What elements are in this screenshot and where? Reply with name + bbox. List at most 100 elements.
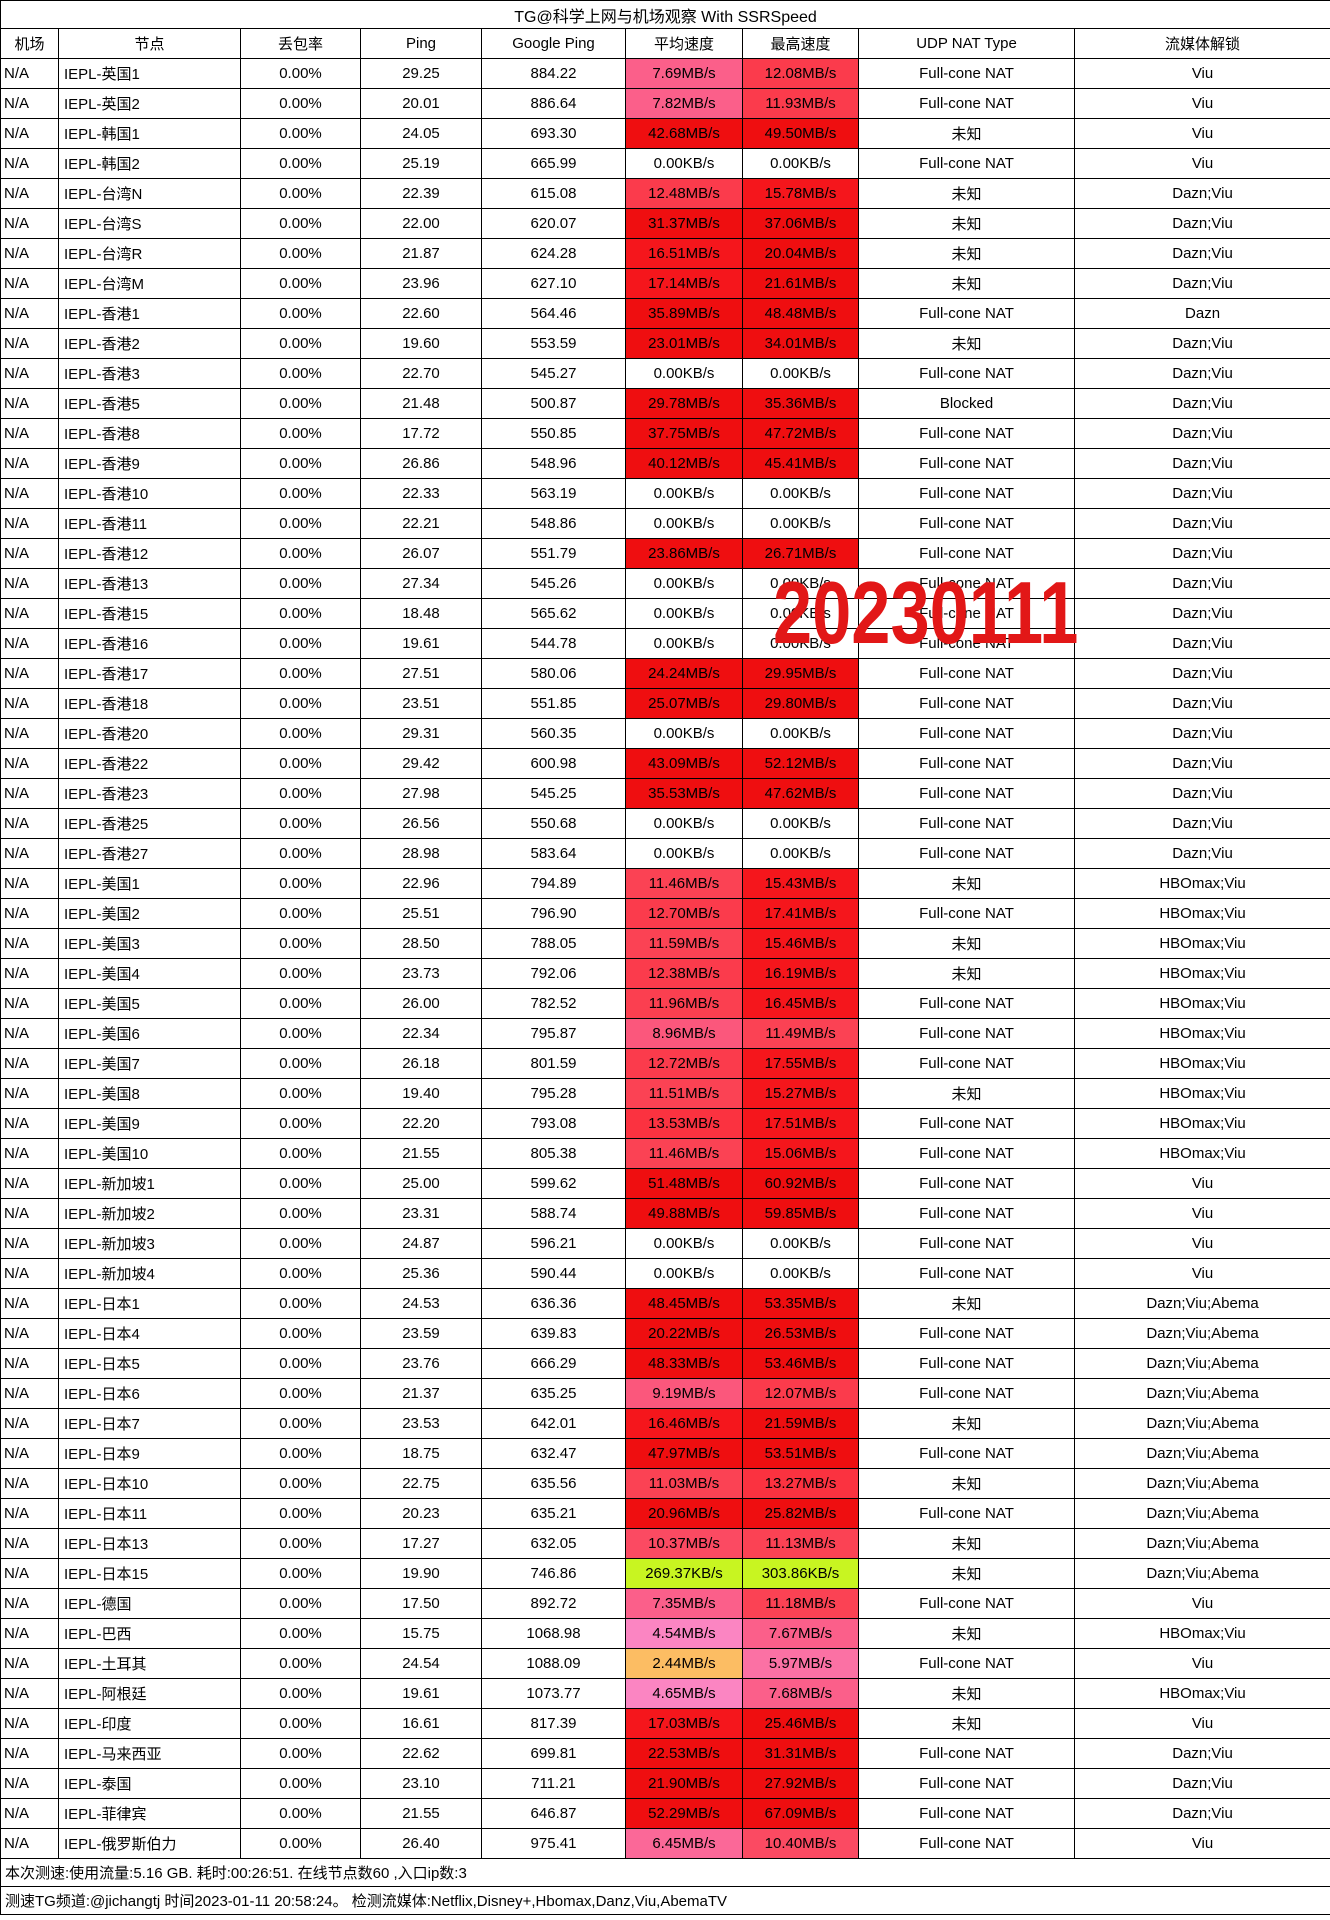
streaming-unlock-cell: Dazn;Viu;Abema bbox=[1073, 1498, 1330, 1529]
max-speed-cell: 17.55MB/s bbox=[742, 1048, 859, 1079]
airport-cell: N/A bbox=[0, 298, 59, 329]
airport-cell: N/A bbox=[0, 1798, 59, 1829]
nat-type-cell: Full-cone NAT bbox=[858, 1048, 1075, 1079]
summary-row-channel: 测速TG频道:@jichangtj 时间2023-01-11 20:58:24。… bbox=[0, 1886, 1330, 1915]
node-cell: IEPL-香港23 bbox=[58, 778, 241, 809]
google-ping-cell: 665.99 bbox=[481, 148, 626, 179]
watermark-date: 20230111 bbox=[773, 563, 1079, 662]
max-speed-cell: 11.13MB/s bbox=[742, 1528, 859, 1559]
streaming-unlock-cell: HBOmax;Viu bbox=[1073, 928, 1330, 959]
nat-type-cell: Full-cone NAT bbox=[858, 508, 1075, 539]
streaming-unlock-cell: Dazn;Viu bbox=[1073, 178, 1330, 209]
nat-type-cell: Full-cone NAT bbox=[858, 1168, 1075, 1199]
avg-speed-cell: 12.70MB/s bbox=[625, 898, 743, 929]
google-ping-cell: 642.01 bbox=[481, 1408, 626, 1439]
loss-rate-cell: 0.00% bbox=[240, 598, 361, 629]
table-row: N/A IEPL-香港22 0.00% 29.42 600.98 43.09MB/s 52.… bbox=[0, 748, 1330, 779]
avg-speed-cell: 4.65MB/s bbox=[625, 1678, 743, 1709]
google-ping-cell: 793.08 bbox=[481, 1108, 626, 1139]
airport-cell: N/A bbox=[0, 1738, 59, 1769]
max-speed-cell: 11.49MB/s bbox=[742, 1018, 859, 1049]
node-cell: IEPL-香港13 bbox=[58, 568, 241, 599]
node-cell: IEPL-日本15 bbox=[58, 1558, 241, 1589]
google-ping-cell: 583.64 bbox=[481, 838, 626, 869]
node-cell: IEPL-日本9 bbox=[58, 1438, 241, 1469]
node-cell: IEPL-香港12 bbox=[58, 538, 241, 569]
nat-type-cell: 未知 bbox=[858, 1678, 1075, 1709]
avg-speed-cell: 23.86MB/s bbox=[625, 538, 743, 569]
streaming-unlock-cell: Dazn;Viu bbox=[1073, 658, 1330, 689]
ping-cell: 22.00 bbox=[360, 208, 482, 239]
node-cell: IEPL-韩国1 bbox=[58, 118, 241, 149]
node-cell: IEPL-巴西 bbox=[58, 1618, 241, 1649]
loss-rate-cell: 0.00% bbox=[240, 268, 361, 299]
ping-cell: 22.60 bbox=[360, 298, 482, 329]
ping-cell: 22.96 bbox=[360, 868, 482, 899]
loss-rate-cell: 0.00% bbox=[240, 1738, 361, 1769]
google-ping-cell: 788.05 bbox=[481, 928, 626, 959]
node-cell: IEPL-美国7 bbox=[58, 1048, 241, 1079]
streaming-unlock-cell: Dazn;Viu bbox=[1073, 598, 1330, 629]
node-cell: IEPL-新加坡3 bbox=[58, 1228, 241, 1259]
ping-cell: 22.33 bbox=[360, 478, 482, 509]
nat-type-cell: Full-cone NAT bbox=[858, 1828, 1075, 1859]
loss-rate-cell: 0.00% bbox=[240, 808, 361, 839]
loss-rate-cell: 0.00% bbox=[240, 1588, 361, 1619]
nat-type-cell: 未知 bbox=[858, 1288, 1075, 1319]
table-row: N/A IEPL-日本5 0.00% 23.76 666.29 48.33MB/s 53.4… bbox=[0, 1348, 1330, 1379]
streaming-unlock-cell: Dazn;Viu;Abema bbox=[1073, 1348, 1330, 1379]
streaming-unlock-cell: Viu bbox=[1073, 58, 1330, 89]
table-row: N/A IEPL-台湾R 0.00% 21.87 624.28 16.51MB/s 20.0… bbox=[0, 238, 1330, 269]
ping-cell: 23.96 bbox=[360, 268, 482, 299]
avg-speed-cell: 31.37MB/s bbox=[625, 208, 743, 239]
summary-line-2: 测速TG频道:@jichangtj 时间2023-01-11 20:58:24。… bbox=[0, 1886, 1330, 1915]
streaming-unlock-cell: Dazn;Viu bbox=[1073, 418, 1330, 449]
node-cell: IEPL-新加坡1 bbox=[58, 1168, 241, 1199]
google-ping-cell: 548.86 bbox=[481, 508, 626, 539]
nat-type-cell: Full-cone NAT bbox=[858, 838, 1075, 869]
nat-type-cell: 未知 bbox=[858, 1618, 1075, 1649]
max-speed-cell: 7.67MB/s bbox=[742, 1618, 859, 1649]
google-ping-cell: 553.59 bbox=[481, 328, 626, 359]
nat-type-cell: Full-cone NAT bbox=[858, 298, 1075, 329]
node-cell: IEPL-英国2 bbox=[58, 88, 241, 119]
max-speed-cell: 35.36MB/s bbox=[742, 388, 859, 419]
ping-cell: 26.86 bbox=[360, 448, 482, 479]
loss-rate-cell: 0.00% bbox=[240, 1468, 361, 1499]
table-row: N/A IEPL-日本15 0.00% 19.90 746.86 269.37KB/s 30… bbox=[0, 1558, 1330, 1589]
table-row: N/A IEPL-香港12 0.00% 26.07 551.79 23.86MB/s 26.… bbox=[0, 538, 1330, 569]
google-ping-cell: 801.59 bbox=[481, 1048, 626, 1079]
ping-cell: 26.18 bbox=[360, 1048, 482, 1079]
nat-type-cell: Full-cone NAT bbox=[858, 1138, 1075, 1169]
node-cell: IEPL-英国1 bbox=[58, 58, 241, 89]
node-cell: IEPL-台湾R bbox=[58, 238, 241, 269]
table-row: N/A IEPL-俄罗斯伯力 0.00% 26.40 975.41 6.45MB/s 10.… bbox=[0, 1828, 1330, 1859]
table-row: N/A IEPL-日本1 0.00% 24.53 636.36 48.45MB/s 53.3… bbox=[0, 1288, 1330, 1319]
google-ping-cell: 639.83 bbox=[481, 1318, 626, 1349]
table-row: N/A IEPL-美国4 0.00% 23.73 792.06 12.38MB/s 16.1… bbox=[0, 958, 1330, 989]
ping-cell: 27.34 bbox=[360, 568, 482, 599]
ping-cell: 23.73 bbox=[360, 958, 482, 989]
table-row: N/A IEPL-马来西亚 0.00% 22.62 699.81 22.53MB/s 31.… bbox=[0, 1738, 1330, 1769]
google-ping-cell: 588.74 bbox=[481, 1198, 626, 1229]
max-speed-cell: 0.00KB/s bbox=[742, 598, 859, 629]
nat-type-cell: Full-cone NAT bbox=[858, 148, 1075, 179]
node-cell: IEPL-香港2 bbox=[58, 328, 241, 359]
google-ping-cell: 599.62 bbox=[481, 1168, 626, 1199]
streaming-unlock-cell: Dazn;Viu bbox=[1073, 208, 1330, 239]
google-ping-cell: 699.81 bbox=[481, 1738, 626, 1769]
streaming-unlock-cell: Dazn;Viu bbox=[1073, 688, 1330, 719]
ping-cell: 28.50 bbox=[360, 928, 482, 959]
google-ping-cell: 635.25 bbox=[481, 1378, 626, 1409]
ping-cell: 22.34 bbox=[360, 1018, 482, 1049]
max-speed-cell: 303.86KB/s bbox=[742, 1558, 859, 1589]
nat-type-cell: 未知 bbox=[858, 178, 1075, 209]
max-speed-cell: 27.92MB/s bbox=[742, 1768, 859, 1799]
nat-type-cell: Full-cone NAT bbox=[858, 448, 1075, 479]
max-speed-cell: 45.41MB/s bbox=[742, 448, 859, 479]
airport-cell: N/A bbox=[0, 1168, 59, 1199]
loss-rate-cell: 0.00% bbox=[240, 1168, 361, 1199]
max-speed-cell: 29.80MB/s bbox=[742, 688, 859, 719]
max-speed-cell: 15.46MB/s bbox=[742, 928, 859, 959]
node-cell: IEPL-菲律宾 bbox=[58, 1798, 241, 1829]
